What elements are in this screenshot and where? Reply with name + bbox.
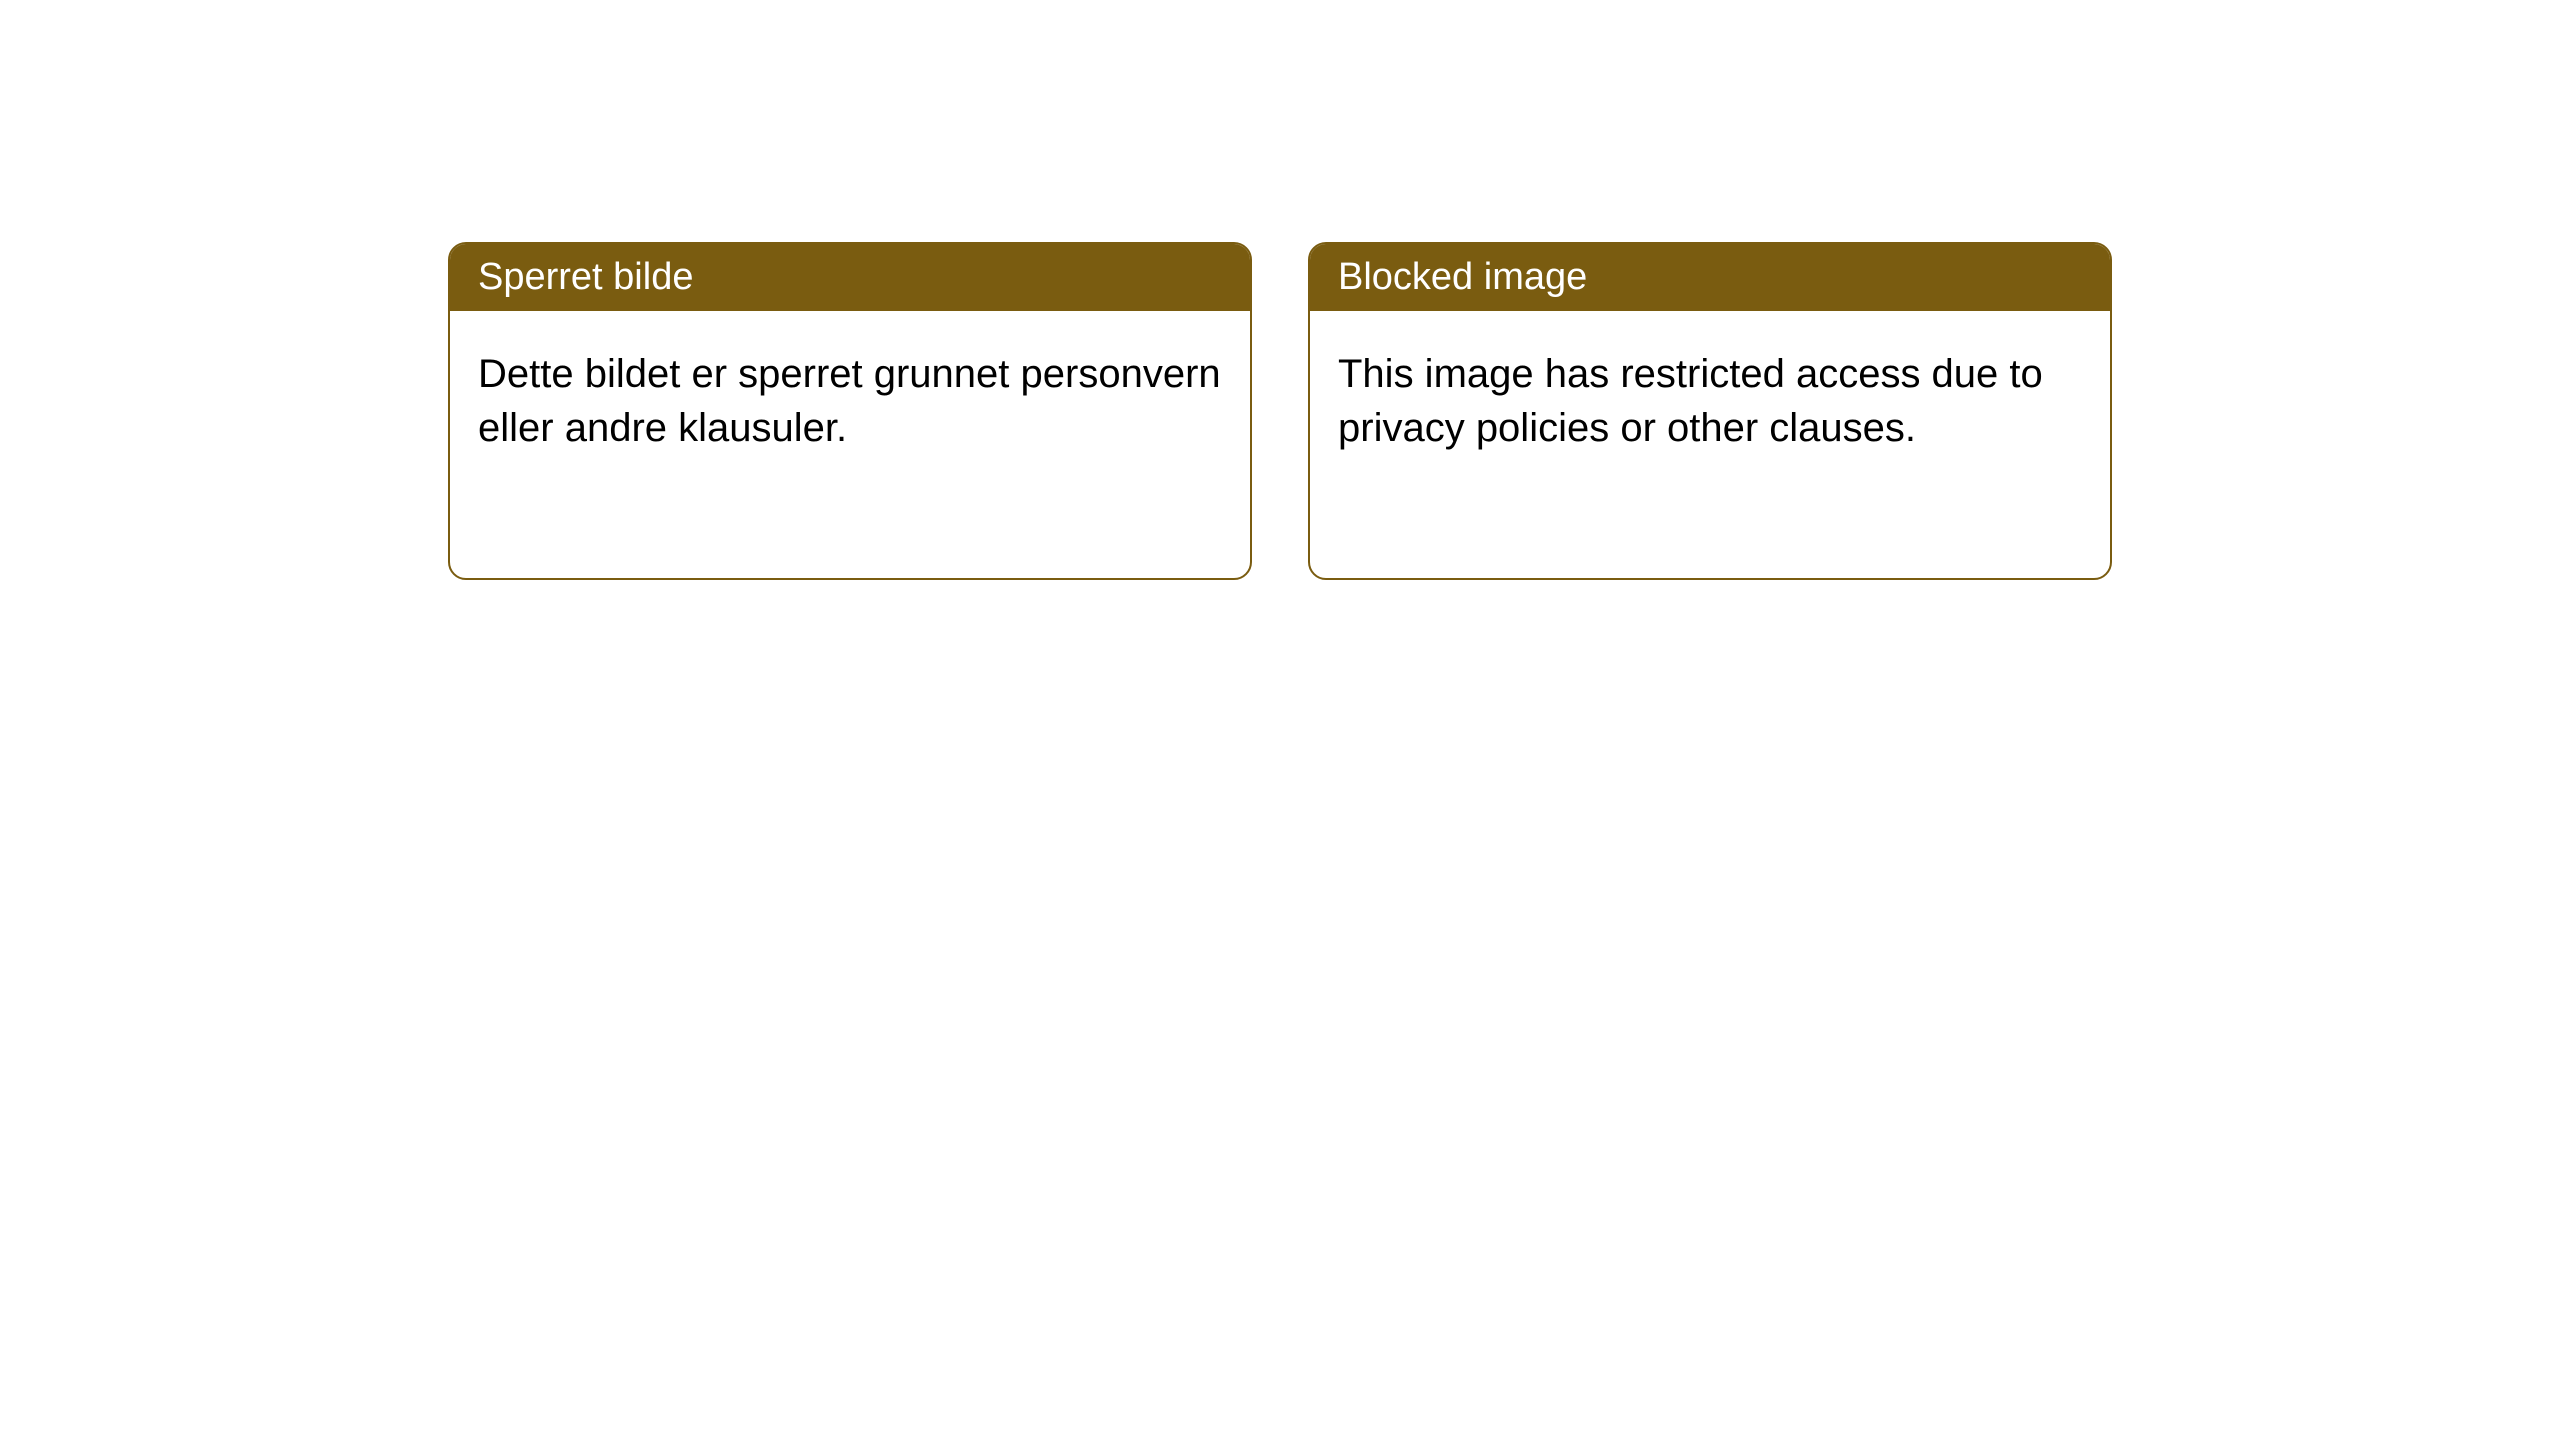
card-header: Blocked image <box>1310 244 2110 311</box>
notice-container: Sperret bilde Dette bildet er sperret gr… <box>448 242 2112 580</box>
card-title: Sperret bilde <box>478 256 693 298</box>
notice-card-english: Blocked image This image has restricted … <box>1308 242 2112 580</box>
card-body: This image has restricted access due to … <box>1310 311 2110 491</box>
card-title: Blocked image <box>1338 256 1587 298</box>
card-body-text: This image has restricted access due to … <box>1338 352 2043 450</box>
card-header: Sperret bilde <box>450 244 1250 311</box>
card-body-text: Dette bildet er sperret grunnet personve… <box>478 352 1221 450</box>
notice-card-norwegian: Sperret bilde Dette bildet er sperret gr… <box>448 242 1252 580</box>
card-body: Dette bildet er sperret grunnet personve… <box>450 311 1250 491</box>
